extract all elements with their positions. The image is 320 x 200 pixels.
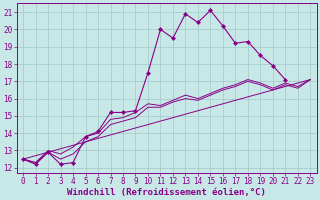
X-axis label: Windchill (Refroidissement éolien,°C): Windchill (Refroidissement éolien,°C) bbox=[67, 188, 266, 197]
